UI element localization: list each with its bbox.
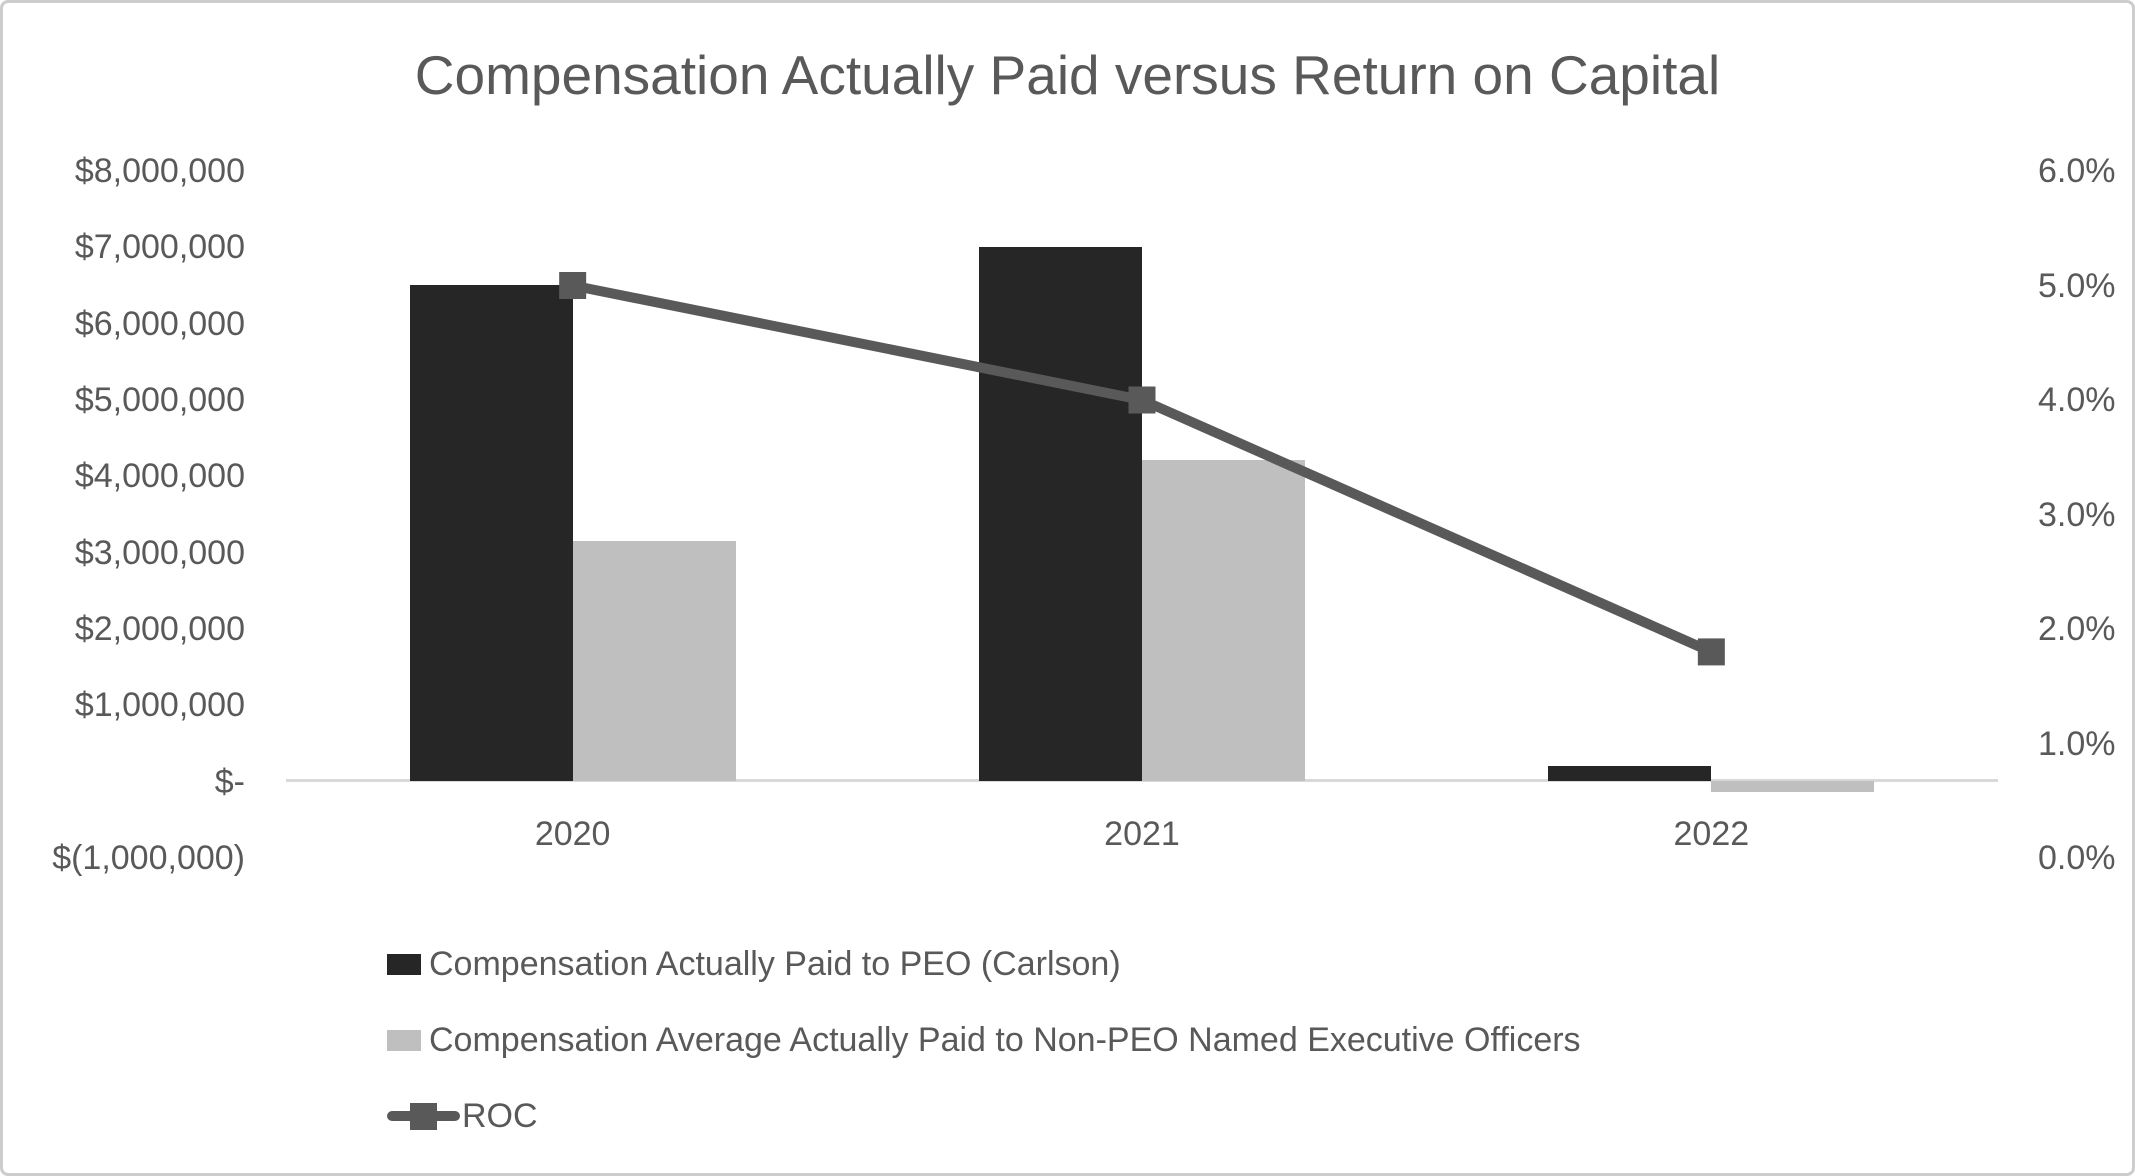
- bar-nonpeo-2020: [572, 540, 736, 781]
- legend-label-peo: Compensation Actually Paid to PEO (Carls…: [429, 944, 1121, 983]
- y-axis-left-tick: $-: [214, 762, 245, 801]
- legend-item-roc: ROC: [387, 1078, 1581, 1154]
- bar-peo-2021: [979, 246, 1142, 781]
- roc-square-marker-glyph: [410, 1102, 437, 1130]
- y-axis-right-tick: 4.0%: [2038, 381, 2116, 419]
- x-axis-label-2020: 2020: [534, 815, 611, 853]
- roc-marker-2022: [1697, 638, 1725, 666]
- y-axis-left-tick: $2,000,000: [74, 610, 245, 648]
- y-axis-right-tick: 1.0%: [2038, 724, 2116, 763]
- y-axis-left-tick: $1,000,000: [74, 686, 245, 725]
- legend-item-peo: Compensation Actually Paid to PEO (Carls…: [387, 926, 1581, 1002]
- y-axis-left-tick: $4,000,000: [74, 457, 245, 496]
- y-axis-right-tick: 3.0%: [2038, 495, 2116, 534]
- chart-title: Compensation Actually Paid versus Return…: [414, 44, 1721, 106]
- y-axis-left-tick: $(1,000,000): [52, 839, 245, 877]
- y-axis-left-tick: $6,000,000: [74, 304, 245, 343]
- x-axis-label-2022: 2022: [1673, 815, 1750, 853]
- y-axis-right-tick: 0.0%: [2038, 839, 2116, 877]
- bar-nonpeo-2022: [1711, 781, 1875, 793]
- y-axis-right-tick: 6.0%: [2038, 152, 2116, 190]
- y-axis-left-tick: $7,000,000: [74, 228, 245, 267]
- y-axis-right-tick: 2.0%: [2038, 610, 2116, 648]
- bar-nonpeo-2021: [1142, 460, 1305, 781]
- bar-peo-2020: [409, 284, 573, 781]
- bar-peo-2022: [1548, 765, 1712, 781]
- y-axis-left-tick: $8,000,000: [74, 152, 245, 190]
- legend-swatch-roc-line-marker: [387, 1102, 460, 1130]
- x-axis-label-2021: 2021: [1104, 815, 1180, 853]
- y-axis-left-tick: $3,000,000: [74, 533, 245, 572]
- legend-label-roc: ROC: [462, 1096, 538, 1135]
- legend-swatch-nonpeo-bar: [387, 1029, 421, 1051]
- legend-label-nonpeo: Compensation Average Actually Paid to No…: [429, 1020, 1581, 1059]
- legend-item-nonpeo: Compensation Average Actually Paid to No…: [387, 1002, 1581, 1078]
- legend: Compensation Actually Paid to PEO (Carls…: [387, 926, 1581, 1154]
- y-axis-left-tick: $5,000,000: [74, 381, 245, 419]
- y-axis-right-tick: 5.0%: [2038, 266, 2116, 305]
- legend-swatch-peo-bar: [387, 953, 421, 975]
